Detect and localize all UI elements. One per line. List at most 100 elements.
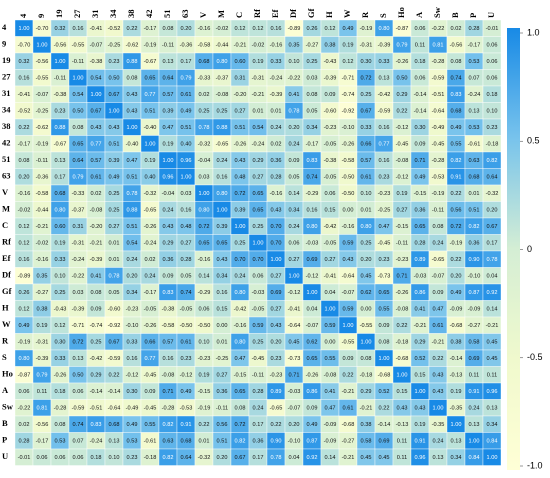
cell-label: -0.26	[396, 59, 409, 65]
cell-label: 0.33	[127, 340, 138, 346]
cell-label: 0.71	[415, 158, 426, 164]
cell-label: 1.00	[253, 241, 264, 247]
cell-label: 0.80	[235, 290, 246, 296]
cell-label: 0.11	[397, 439, 407, 445]
cell-label: -0.64	[108, 406, 121, 412]
cell-label: -0.11	[162, 43, 174, 49]
y-tick-label: 63	[2, 171, 11, 181]
cell-label: 0.59	[343, 241, 354, 247]
cell-label: 0.10	[361, 191, 372, 197]
cell-label: -0.14	[450, 356, 463, 362]
cell-label: 0.02	[91, 191, 102, 197]
cell-label: 0.03	[307, 76, 318, 82]
cell-label: -0.50	[180, 323, 193, 329]
cell-label: -0.25	[378, 208, 391, 214]
cell-label: 0.01	[217, 340, 228, 346]
cell-label: 0.78	[487, 257, 498, 263]
cell-label: 0.15	[325, 208, 336, 214]
cell-label: -0.68	[396, 356, 409, 362]
cell-label: 0.25	[235, 241, 246, 247]
cell-label: 0.83	[163, 290, 174, 296]
cell-label: 0.02	[19, 422, 30, 428]
cell-label: 0.25	[253, 224, 264, 230]
cell-label: -0.08	[396, 307, 409, 313]
cell-label: 0.22	[397, 109, 408, 115]
x-tick-label: Gf	[306, 8, 316, 18]
cell-label: 0.08	[91, 290, 102, 296]
cell-label: 0.72	[451, 224, 462, 230]
cell-label: -0.05	[324, 241, 337, 247]
cell-label: 0.72	[361, 76, 372, 82]
cell-label: -0.22	[432, 26, 445, 32]
x-tick-label: C	[234, 12, 244, 18]
cell-label: 0.43	[433, 389, 444, 395]
cell-label: 0.28	[415, 241, 426, 247]
cell-label: 0.82	[163, 455, 174, 461]
cell-label: 0.38	[325, 43, 336, 49]
cell-label: 0.26	[307, 26, 318, 32]
cell-label: 0.68	[199, 59, 210, 65]
cell-label: 0.06	[199, 307, 210, 313]
y-tick-label: H	[2, 303, 9, 313]
cell-label: 0.00	[325, 340, 336, 346]
cell-label: 0.72	[73, 340, 84, 346]
cell-label: -0.33	[72, 191, 85, 197]
cell-label: 0.80	[379, 26, 390, 32]
cell-label: -0.45	[396, 142, 409, 148]
cell-label: 0.69	[379, 439, 390, 445]
cell-label: 0.11	[37, 389, 47, 395]
cell-label: 0.07	[73, 439, 84, 445]
x-tick-label: 27	[72, 9, 82, 18]
cell-label: 0.13	[55, 158, 66, 164]
cell-label: 0.49	[343, 26, 354, 32]
y-tick-label: 19	[2, 55, 11, 65]
cell-label: 0.43	[217, 257, 228, 263]
cell-label: -0.18	[144, 455, 157, 461]
cell-label: -0.45	[144, 373, 157, 379]
cell-label: 0.96	[163, 175, 174, 181]
cell-label: -0.12	[126, 373, 139, 379]
x-tick-label: 19	[54, 10, 64, 19]
cell-label: -0.59	[108, 356, 121, 362]
cell-label: 0.09	[289, 158, 300, 164]
cell-label: 0.22	[343, 373, 354, 379]
x-tick-label: B	[450, 12, 460, 18]
y-tick-label: A	[2, 385, 9, 395]
cell-label: -0.26	[144, 224, 157, 230]
cell-label: 1.00	[163, 158, 174, 164]
cell-label: 1.00	[199, 191, 210, 197]
cell-label: 0.49	[19, 323, 30, 329]
cell-label: 0.38	[451, 340, 462, 346]
cell-label: 1.00	[397, 373, 408, 379]
x-tick-label: Ef	[270, 9, 280, 18]
cell-label: -0.07	[288, 406, 301, 412]
cell-label: 0.67	[361, 109, 372, 115]
cell-label: -0.50	[342, 191, 355, 197]
cell-label: 0.06	[415, 76, 426, 82]
colorbar	[507, 28, 520, 470]
cell-label: -0.24	[90, 439, 103, 445]
x-tick-label: Df	[288, 9, 298, 18]
cell-label: 0.62	[307, 340, 318, 346]
cell-label: 0.65	[379, 290, 390, 296]
cell-label: 0.14	[199, 274, 210, 280]
cell-label: 0.19	[451, 389, 462, 395]
cell-label: 0.25	[361, 92, 372, 98]
cell-label: 0.65	[307, 356, 318, 362]
cell-label: 0.06	[487, 76, 498, 82]
cell-label: 0.45	[361, 274, 372, 280]
y-tick-label: R	[2, 336, 9, 346]
cell-label: -0.60	[324, 109, 337, 115]
cell-label: 0.12	[235, 26, 246, 32]
cell-label: 0.74	[73, 422, 84, 428]
cell-label: -0.17	[468, 43, 481, 49]
cell-label: -0.18	[396, 340, 409, 346]
cell-label: -0.49	[432, 125, 445, 131]
cell-label: -0.40	[126, 142, 139, 148]
cell-label: 0.49	[181, 109, 192, 115]
cell-label: 0.60	[55, 224, 66, 230]
cell-label: 0.66	[361, 142, 372, 148]
cell-label: -0.44	[216, 43, 229, 49]
cell-label: 0.01	[271, 109, 282, 115]
cell-label: -0.27	[468, 323, 481, 329]
